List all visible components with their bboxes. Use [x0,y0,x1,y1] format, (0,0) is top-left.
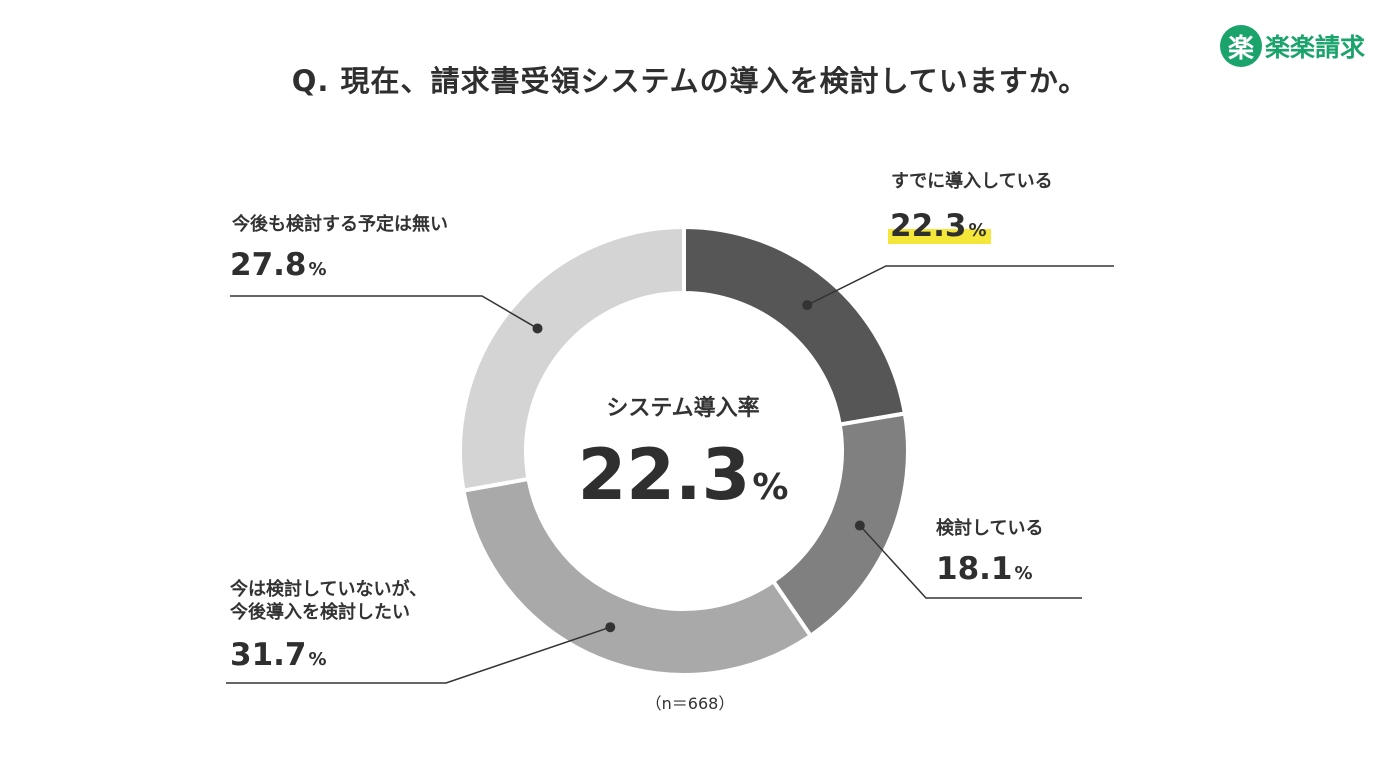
logo-text: 楽楽請求 [1265,33,1366,62]
value-unit: % [308,649,327,670]
value-unit: % [968,220,987,241]
value-already-introduced: 22.3% [888,208,991,249]
center-value-number: 22.3 [577,434,751,516]
center-label: システム導入率 [606,396,760,421]
value-considering: 18.1% [936,551,1033,592]
label-future-consider-line1: 今は検討していないが、 [230,579,428,600]
logo-mark: 楽 [1220,25,1262,67]
leader-no-plans-dot [532,323,543,334]
label-already-introduced: すでに導入している [891,171,1053,192]
chart-title: Q. 現在、請求書受領システムの導入を検討していますか。 [291,64,1089,98]
leader-already-introduced [806,265,1114,306]
leader-no-plans [230,295,538,330]
slice-no-plans [458,224,686,493]
sample-size-note: （n＝668） [645,694,735,713]
value-no-plans: 27.8% [230,247,327,288]
leader-future-consider-dot [605,622,616,633]
value-number: 18.1 [936,551,1013,587]
value-number: 22.3 [890,208,967,244]
center-value-unit: % [752,467,789,508]
label-future-consider-line2: 今後導入を検討したい [230,602,410,623]
leader-considering [859,525,1082,599]
leader-future-consider [226,626,611,684]
center-value: 22.3% [533,430,833,533]
value-unit: % [308,259,327,280]
leader-already-introduced-dot [802,300,813,311]
value-number: 27.8 [230,247,307,283]
value-unit: % [1014,563,1033,584]
slice-future-consider [461,476,814,677]
value-future-consider: 31.7% [230,637,327,678]
value-number: 31.7 [230,637,307,673]
label-no-plans: 今後も検討する予定は無い [232,214,448,235]
leader-considering-dot [854,520,865,531]
label-considering: 検討している [936,518,1044,539]
brand-logo: 楽 楽楽請求 [1220,24,1365,68]
